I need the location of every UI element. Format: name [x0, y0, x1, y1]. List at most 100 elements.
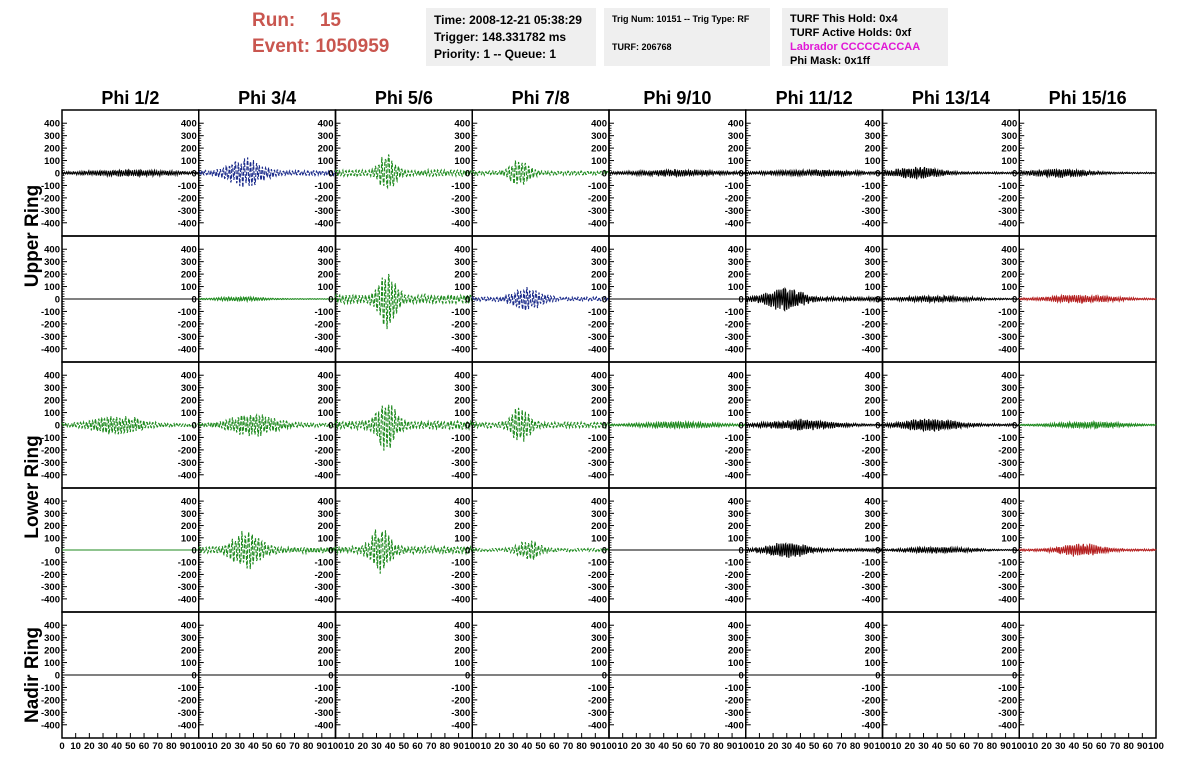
x-tick-label: 90 — [1137, 741, 1148, 752]
x-tick-label: 20 — [1041, 741, 1052, 752]
waveform-trace — [198, 157, 337, 188]
x-tick-label: 80 — [850, 741, 861, 752]
x-tick-label: 40 — [795, 741, 806, 752]
y-tick-label: -200 — [41, 570, 60, 581]
y-tick-label: -100 — [451, 433, 470, 444]
y-tick-label: 400 — [454, 119, 470, 130]
y-tick-label: -300 — [314, 582, 333, 593]
y-tick-label: 300 — [591, 633, 607, 644]
y-tick-label: -400 — [178, 720, 197, 731]
x-tick-label: 70 — [699, 741, 710, 752]
y-tick-label: 0 — [465, 295, 470, 306]
turf-text: TURF: 206768 — [612, 42, 672, 52]
y-tick-label: -300 — [998, 458, 1017, 469]
y-tick-label: 0 — [602, 169, 607, 180]
y-tick-label: -200 — [314, 319, 333, 330]
x-tick-label: 30 — [98, 741, 109, 752]
y-tick-label: -200 — [41, 695, 60, 706]
y-tick-label: -300 — [861, 458, 880, 469]
y-tick-label: -400 — [178, 344, 197, 355]
y-tick-label: 400 — [44, 245, 60, 256]
y-tick-label: -200 — [725, 193, 744, 204]
y-tick-label: 0 — [191, 671, 196, 682]
y-tick-label: -100 — [998, 433, 1017, 444]
y-tick-label: -200 — [314, 445, 333, 456]
x-tick-label: 70 — [289, 741, 300, 752]
y-tick-label: -400 — [998, 470, 1017, 481]
y-tick-label: 200 — [318, 646, 334, 657]
y-tick-label: -100 — [588, 181, 607, 192]
y-tick-label: 400 — [454, 621, 470, 632]
y-tick-label: 400 — [728, 245, 744, 256]
y-tick-label: -200 — [861, 695, 880, 706]
y-tick-label: 300 — [728, 257, 744, 268]
y-tick-label: -100 — [998, 558, 1017, 569]
y-tick-label: 0 — [738, 169, 743, 180]
waveform-trace — [1018, 543, 1157, 557]
y-tick-label: 400 — [591, 245, 607, 256]
x-tick-label: 20 — [221, 741, 232, 752]
y-tick-label: 400 — [454, 497, 470, 508]
y-tick-label: 100 — [591, 156, 607, 167]
y-tick-label: 100 — [591, 658, 607, 669]
y-tick-label: -200 — [178, 570, 197, 581]
y-tick-label: 400 — [1001, 497, 1017, 508]
y-tick-label: 0 — [328, 169, 333, 180]
y-tick-label: 0 — [1012, 421, 1017, 432]
x-tick-label: 50 — [125, 741, 136, 752]
y-tick-label: 0 — [191, 546, 196, 557]
y-tick-label: -100 — [861, 433, 880, 444]
y-tick-label: -100 — [178, 307, 197, 318]
y-tick-label: -300 — [451, 708, 470, 719]
x-tick-label: 100 — [1011, 741, 1027, 752]
y-tick-label: -200 — [725, 695, 744, 706]
y-tick-label: -300 — [178, 332, 197, 343]
y-tick-label: 0 — [875, 671, 880, 682]
y-tick-label: 400 — [1001, 245, 1017, 256]
y-tick-label: -200 — [451, 570, 470, 581]
y-tick-label: -200 — [451, 193, 470, 204]
y-tick-label: 300 — [454, 257, 470, 268]
y-tick-label: 200 — [181, 646, 197, 657]
y-tick-label: -300 — [314, 206, 333, 217]
y-tick-label: -100 — [998, 683, 1017, 694]
y-tick-label: 400 — [728, 497, 744, 508]
y-tick-label: -200 — [178, 445, 197, 456]
y-tick-label: -200 — [314, 695, 333, 706]
trig-info-panel: Trig Num: 10151 -- Trig Type: RF TURF: 2… — [604, 8, 770, 66]
y-tick-label: 400 — [44, 621, 60, 632]
y-tick-label: -100 — [41, 558, 60, 569]
y-tick-label: 300 — [591, 131, 607, 142]
y-tick-label: 400 — [181, 245, 197, 256]
turf-info-panel: TURF This Hold: 0x4 TURF Active Holds: 0… — [782, 8, 948, 67]
y-tick-label: 100 — [181, 282, 197, 293]
y-tick-label: 300 — [44, 257, 60, 268]
y-tick-label: 200 — [318, 270, 334, 281]
y-tick-label: -100 — [725, 307, 744, 318]
y-tick-label: 0 — [328, 546, 333, 557]
x-tick-label: 40 — [932, 741, 943, 752]
y-tick-label: 400 — [1001, 621, 1017, 632]
y-tick-label: -100 — [314, 558, 333, 569]
y-tick-label: -200 — [178, 193, 197, 204]
y-tick-label: 300 — [1001, 509, 1017, 520]
y-tick-label: 100 — [318, 658, 334, 669]
y-tick-label: 0 — [55, 169, 60, 180]
y-tick-label: -300 — [998, 582, 1017, 593]
panel-frame — [334, 235, 473, 363]
y-tick-label: 100 — [454, 408, 470, 419]
y-tick-label: -300 — [588, 458, 607, 469]
waveform-trace — [1019, 419, 1157, 430]
x-tick-label: 70 — [973, 741, 984, 752]
y-tick-label: 200 — [318, 521, 334, 532]
y-tick-label: -400 — [314, 720, 333, 731]
y-tick-label: 0 — [465, 421, 470, 432]
y-tick-label: -300 — [725, 458, 744, 469]
y-tick-label: 200 — [728, 144, 744, 155]
y-tick-label: 100 — [591, 408, 607, 419]
y-tick-label: 200 — [591, 144, 607, 155]
y-tick-label: 0 — [738, 671, 743, 682]
